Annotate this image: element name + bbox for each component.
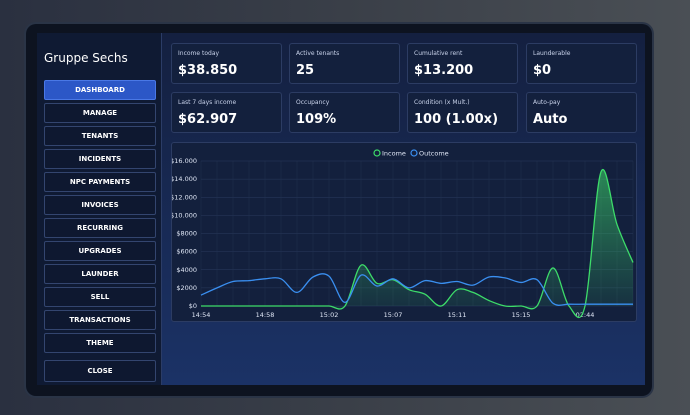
chart-panel: $0 $2000 $4000 $6000 $8000 $10.000 $12.000 $14.…	[170, 142, 637, 322]
menu-button[interactable]: MANAGE	[44, 103, 156, 123]
y-tick-label: $12.000	[172, 193, 197, 201]
stat-label: Cumulative rent	[414, 50, 463, 57]
app-window: Gruppe Sechs DASHBOARD MANAGE TENANTS INCID…	[37, 33, 645, 385]
sidebar: Gruppe Sechs DASHBOARD MANAGE TENANTS INCID…	[37, 33, 162, 385]
stat-card: Cumulative rent $13.200	[407, 43, 518, 84]
y-tick-label: $6000	[176, 248, 197, 256]
legend-label: Outcome	[419, 150, 449, 158]
stat-label: Occupancy	[296, 99, 330, 106]
series-line	[200, 273, 633, 306]
series-area	[201, 169, 633, 318]
x-tick-label: 15:02	[320, 311, 339, 319]
legend-label: Income	[382, 150, 406, 158]
legend-swatch	[410, 149, 418, 157]
menu-button[interactable]: LAUNDER	[44, 264, 156, 284]
menu-button[interactable]: INCIDENTS	[44, 149, 156, 169]
stat-card: Active tenants 25	[289, 43, 400, 84]
stat-label: Condition (x Mult.)	[414, 99, 470, 106]
stat-value: $0	[533, 63, 552, 78]
stat-card: Launderable $0	[526, 43, 637, 84]
close-button[interactable]: CLOSE	[44, 360, 156, 382]
y-tick-label: $16.000	[172, 157, 197, 165]
menu-button[interactable]: THEME	[44, 333, 156, 353]
sidebar-title: Gruppe Sechs	[44, 51, 128, 65]
menu-button[interactable]: TRANSACTIONS	[44, 310, 156, 330]
x-tick-label: 15:15	[512, 311, 531, 319]
stat-label: Active tenants	[296, 50, 340, 57]
menu-button[interactable]: UPGRADES	[44, 241, 156, 261]
stat-value: 100 (1.00x)	[414, 112, 499, 127]
y-tick-label: $10.000	[172, 211, 197, 219]
stat-card: Income today $38.850	[171, 43, 282, 84]
stat-value: 109%	[296, 112, 337, 127]
stat-card: Occupancy 109%	[289, 92, 400, 133]
menu-button[interactable]: RECURRING	[44, 218, 156, 238]
stat-card: Auto-pay Auto	[526, 92, 637, 133]
chart: $0 $2000 $4000 $6000 $8000 $10.000 $12.000 $14.…	[170, 149, 634, 319]
stat-value: 25	[296, 63, 315, 78]
y-tick-label: $14.000	[172, 175, 197, 183]
stat-value: $62.907	[178, 112, 238, 127]
y-tick-label: $4000	[176, 266, 197, 274]
x-tick-label: 02:44	[576, 311, 595, 319]
menu-button[interactable]: SELL	[44, 287, 156, 307]
menu-button[interactable]: TENANTS	[44, 126, 156, 146]
y-tick-label: $0	[189, 302, 197, 310]
y-tick-label: $2000	[176, 284, 197, 292]
stat-value: $13.200	[414, 63, 474, 78]
x-tick-label: 14:54	[192, 311, 211, 319]
x-tick-label: 15:07	[384, 311, 403, 319]
stat-value: $38.850	[178, 63, 238, 78]
menu-button[interactable]: DASHBOARD	[44, 80, 156, 100]
stat-value: Auto	[533, 112, 568, 127]
x-tick-label: 14:58	[256, 311, 275, 319]
legend-swatch	[373, 149, 381, 157]
stat-label: Auto-pay	[533, 99, 561, 106]
stat-label: Income today	[178, 50, 220, 57]
stat-card: Condition (x Mult.) 100 (1.00x)	[407, 92, 518, 133]
menu-button[interactable]: INVOICES	[44, 195, 156, 215]
x-tick-label: 15:11	[448, 311, 467, 319]
series-line	[201, 168, 634, 319]
y-tick-label: $8000	[176, 230, 197, 238]
menu-button[interactable]: NPC PAYMENTS	[44, 172, 156, 192]
stat-card: Last 7 days income $62.907	[171, 92, 282, 133]
stat-label: Last 7 days income	[178, 99, 237, 106]
stat-label: Launderable	[533, 50, 571, 57]
